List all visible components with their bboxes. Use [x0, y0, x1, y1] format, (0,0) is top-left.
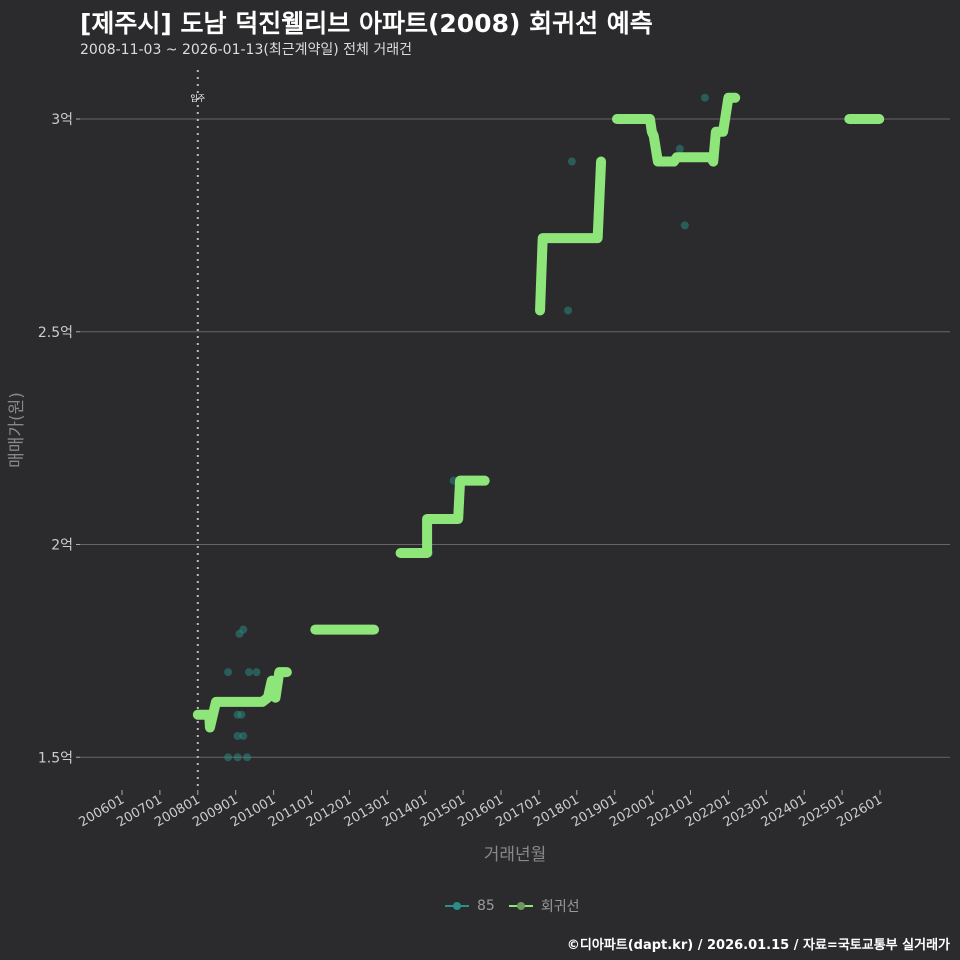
chart-subtitle: 2008-11-03 ~ 2026-01-13(최근계약일) 전체 거래건 [80, 42, 412, 58]
scatter-point [244, 668, 253, 677]
regression-line [192, 667, 292, 733]
regression-line [611, 92, 741, 167]
y-tick-label: 3억 [51, 112, 73, 128]
y-tick-label: 2억 [51, 538, 73, 554]
legend-label-85: 85 [477, 898, 495, 914]
regression-line [535, 156, 607, 316]
scatter-point [224, 753, 233, 762]
legend-key-regression [508, 902, 533, 910]
x-axis-title: 거래년월 [484, 845, 547, 865]
y-axis-title: 매매가(원) [7, 392, 27, 468]
source-caption: ©디아파트(dapt.kr) / 2026.01.15 / 자료=국토교통부 실… [566, 938, 950, 953]
scatter-point [564, 306, 573, 315]
scatter-point [680, 221, 689, 230]
move-in-label: 입주 [190, 94, 205, 103]
scatter-point [700, 93, 709, 102]
legend-key-85 [445, 902, 469, 910]
legend-label-regression: 회귀선 [540, 899, 580, 915]
chart-title: [제주시] 도남 덕진웰리브 아파트(2008) 회귀선 예측 [80, 9, 653, 38]
y-tick-label: 2.5억 [38, 325, 73, 341]
scatter-point [233, 731, 242, 740]
legend: 85 회귀선 [445, 896, 579, 916]
y-tick-label: 1.5억 [38, 750, 73, 766]
regression-line [395, 475, 490, 559]
scatter-point [243, 753, 252, 762]
scatter-point [567, 157, 576, 166]
scatter-point [237, 710, 246, 719]
scatter-point [224, 668, 233, 677]
scatter-point [233, 753, 242, 762]
scatter-point [675, 144, 684, 153]
scatter-point [252, 668, 261, 677]
scatter-point [239, 731, 248, 740]
scatter-point [239, 625, 248, 634]
